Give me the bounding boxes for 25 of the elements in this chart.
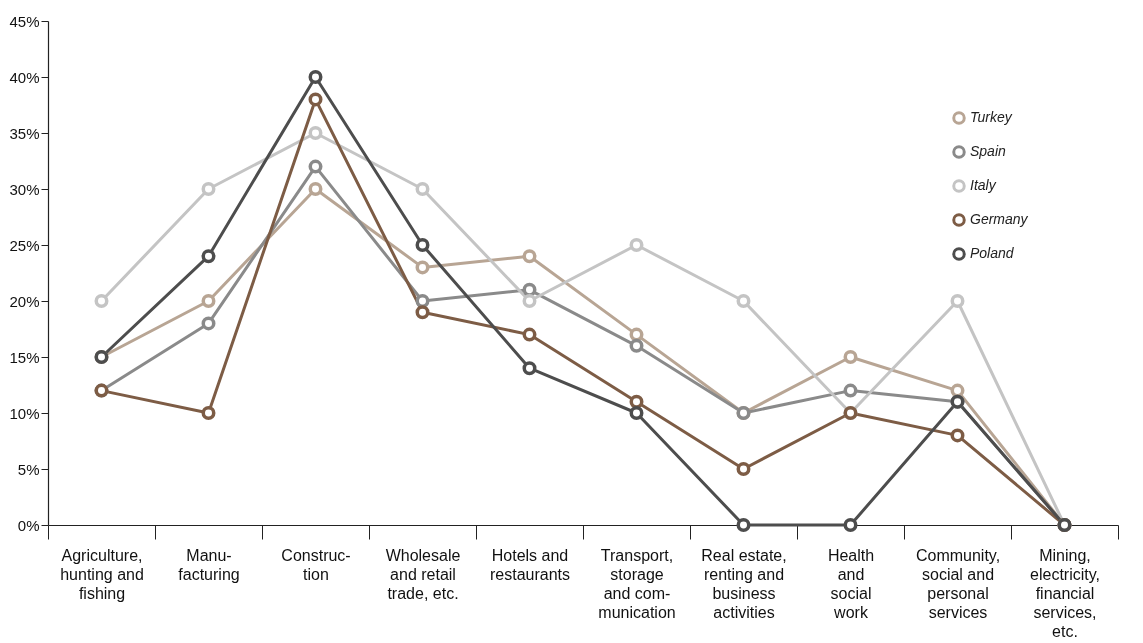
y-tick-label: 5% [17, 460, 40, 478]
legend-label: Germany [970, 211, 1029, 227]
legend-label: Spain [970, 143, 1007, 159]
legend-label: Turkey [970, 109, 1013, 125]
y-tick-label: 20% [9, 292, 40, 310]
y-tick-label: 10% [9, 404, 40, 422]
x-tick-label: Construc- tion [281, 546, 351, 583]
legend-label: Poland [970, 245, 1015, 261]
y-tick-label: 45% [9, 12, 40, 30]
y-tick-label: 0% [17, 516, 40, 534]
y-tick-label: 15% [9, 348, 40, 366]
x-tick-label: Agriculture, hunting and fishing [60, 546, 144, 602]
y-tick-label: 25% [9, 236, 40, 254]
y-tick-label: 35% [9, 124, 40, 142]
y-tick-label: 30% [9, 180, 40, 198]
x-tick-label: Community, social and personal services [915, 546, 1001, 621]
x-tick-label: Real estate, renting and business activities [701, 546, 787, 621]
x-tick-label: Mining, electricity, financial services, etc. [1030, 546, 1100, 640]
x-tick-label: Hotels and restaurants [489, 546, 571, 583]
x-tick-label: Wholesale and retail trade, etc. [385, 546, 461, 602]
legend-label: Italy [970, 177, 997, 193]
x-tick-label: Health and social work [827, 546, 875, 621]
x-tick-label: Transport, storage and com- munication [598, 546, 676, 621]
x-tick-label: Manu- facturing [178, 546, 240, 583]
y-tick-label: 40% [9, 68, 40, 86]
